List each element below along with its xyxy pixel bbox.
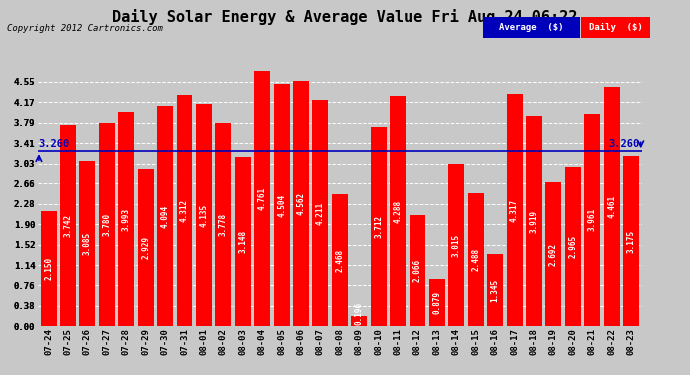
Bar xyxy=(254,70,270,326)
Bar xyxy=(60,125,76,326)
Text: 4.504: 4.504 xyxy=(277,194,286,217)
Text: 3.085: 3.085 xyxy=(83,232,92,255)
Bar xyxy=(506,94,522,326)
Text: 3.961: 3.961 xyxy=(588,209,597,231)
Text: 2.929: 2.929 xyxy=(141,236,150,259)
Text: 2.692: 2.692 xyxy=(549,242,558,266)
Text: 2.965: 2.965 xyxy=(569,235,578,258)
Text: 3.148: 3.148 xyxy=(238,230,247,254)
Text: 4.562: 4.562 xyxy=(297,192,306,215)
Bar xyxy=(429,279,445,326)
Text: 3.780: 3.780 xyxy=(102,213,111,236)
Bar xyxy=(448,164,464,326)
Text: 4.312: 4.312 xyxy=(180,199,189,222)
Bar xyxy=(196,104,212,326)
Bar xyxy=(157,106,173,326)
Bar xyxy=(118,112,135,326)
Text: Average  ($): Average ($) xyxy=(499,22,564,32)
Text: Daily Solar Energy & Average Value Fri Aug 24 06:22: Daily Solar Energy & Average Value Fri A… xyxy=(112,9,578,26)
Text: 3.260: 3.260 xyxy=(39,139,70,149)
Bar xyxy=(332,194,348,326)
Text: 4.135: 4.135 xyxy=(199,204,208,227)
Bar xyxy=(390,96,406,326)
Bar xyxy=(545,182,562,326)
Bar xyxy=(138,169,154,326)
Text: 4.317: 4.317 xyxy=(510,199,519,222)
Text: 2.066: 2.066 xyxy=(413,259,422,282)
Bar xyxy=(215,123,231,326)
Bar xyxy=(79,160,95,326)
Text: 3.175: 3.175 xyxy=(627,230,635,253)
Text: 1.345: 1.345 xyxy=(491,279,500,302)
Text: 3.742: 3.742 xyxy=(63,214,72,237)
Text: 4.094: 4.094 xyxy=(161,205,170,228)
Bar xyxy=(584,114,600,326)
Bar xyxy=(487,254,503,326)
Text: 4.211: 4.211 xyxy=(316,202,325,225)
Bar xyxy=(565,167,581,326)
Bar xyxy=(177,95,193,326)
Text: 3.993: 3.993 xyxy=(121,207,131,231)
Bar xyxy=(526,116,542,326)
Bar xyxy=(371,127,386,326)
Bar xyxy=(293,81,309,326)
Text: 3.919: 3.919 xyxy=(529,210,538,232)
Text: Daily  ($): Daily ($) xyxy=(589,22,642,32)
Bar xyxy=(351,316,367,326)
Text: 2.150: 2.150 xyxy=(44,257,53,280)
Text: 2.468: 2.468 xyxy=(335,249,344,272)
Text: 3.778: 3.778 xyxy=(219,213,228,236)
Text: 4.761: 4.761 xyxy=(257,187,266,210)
Bar xyxy=(274,84,290,326)
Text: 2.488: 2.488 xyxy=(471,248,480,271)
Text: 3.712: 3.712 xyxy=(374,215,383,238)
Bar xyxy=(623,156,639,326)
Bar xyxy=(99,123,115,326)
Bar xyxy=(468,193,484,326)
Text: 4.288: 4.288 xyxy=(393,200,402,223)
Bar xyxy=(410,215,426,326)
Text: 3.015: 3.015 xyxy=(452,234,461,257)
Bar xyxy=(313,100,328,326)
Text: 4.461: 4.461 xyxy=(607,195,616,218)
Bar xyxy=(41,211,57,326)
Bar xyxy=(235,157,250,326)
Text: 3.260: 3.260 xyxy=(609,139,640,149)
Bar xyxy=(604,87,620,326)
Text: Copyright 2012 Cartronics.com: Copyright 2012 Cartronics.com xyxy=(7,24,163,33)
Text: 0.196: 0.196 xyxy=(355,302,364,325)
Text: 0.879: 0.879 xyxy=(433,291,442,314)
